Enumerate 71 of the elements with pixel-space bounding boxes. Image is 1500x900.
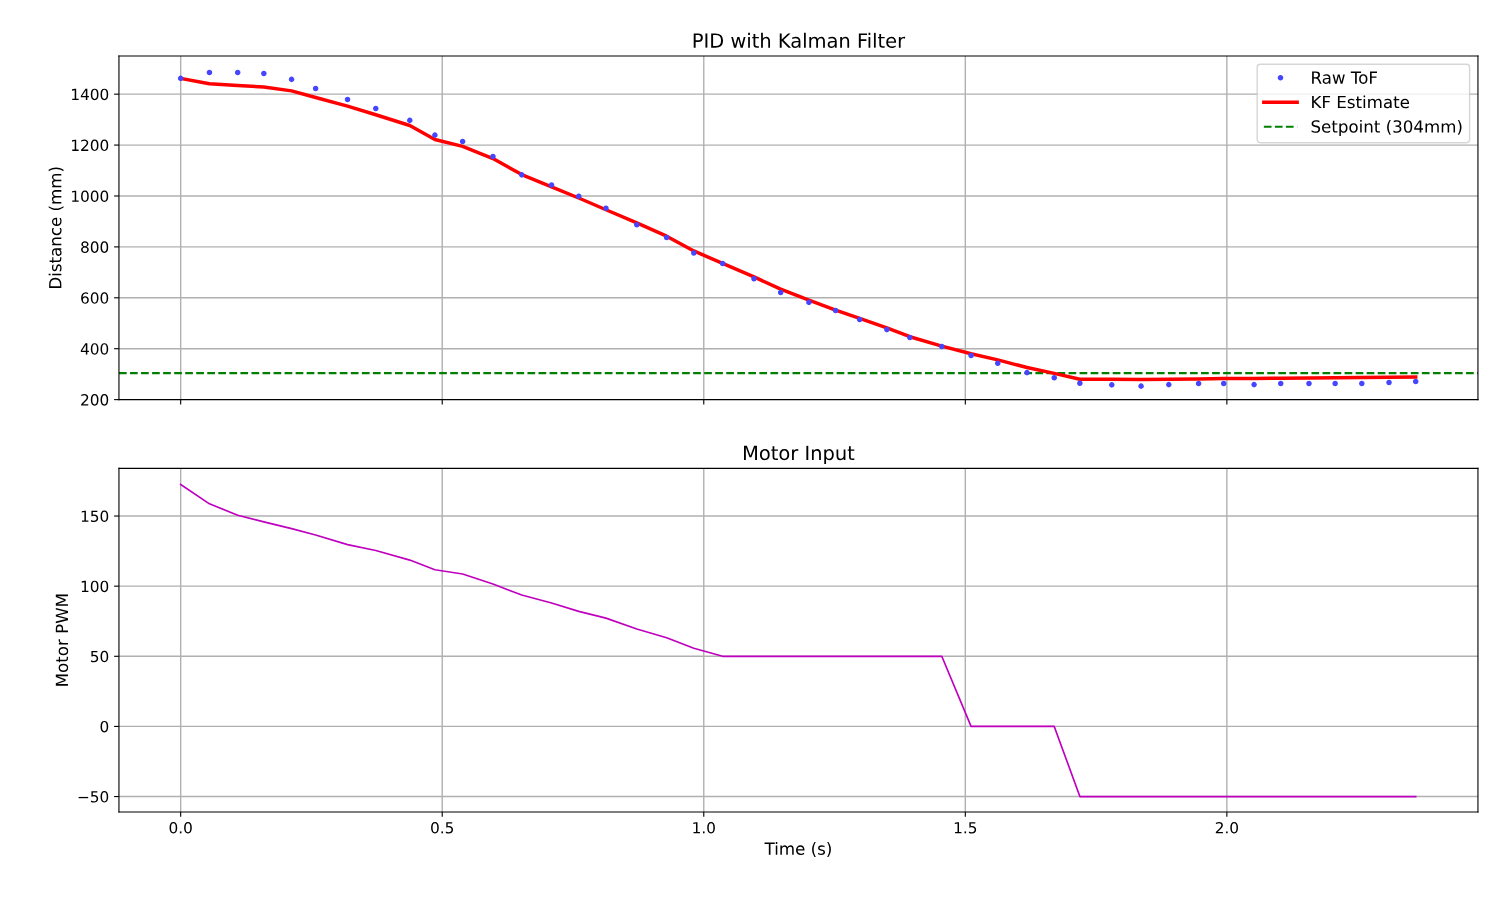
x-tick-label: 1.0	[693, 821, 715, 834]
y-tick-label: 150	[81, 510, 109, 523]
point	[1412, 378, 1419, 385]
legend-label: Raw ToF	[1312, 71, 1377, 84]
point	[177, 75, 184, 82]
point	[751, 275, 757, 282]
point	[1277, 380, 1284, 387]
y-tick-label: 0	[100, 720, 109, 733]
y-tick-label: −50	[78, 791, 109, 803]
x-tick-label: 0.5	[431, 821, 454, 834]
y-tick-label: 400	[80, 343, 109, 355]
point	[968, 352, 974, 359]
point	[938, 343, 945, 350]
point	[312, 85, 319, 92]
point	[1359, 380, 1365, 387]
point	[691, 250, 697, 256]
point	[206, 69, 213, 76]
point	[344, 96, 351, 103]
point	[806, 299, 812, 306]
x-tick-label: 1.5	[954, 822, 977, 834]
y-axis-title: Motor PWM	[55, 594, 69, 686]
point	[288, 76, 295, 83]
point	[634, 221, 640, 228]
y-tick-label: 1400	[72, 88, 109, 101]
point	[407, 117, 413, 124]
y-tick-label: 200	[81, 394, 109, 406]
point	[1051, 374, 1058, 381]
point	[234, 69, 241, 76]
point	[575, 193, 582, 200]
y-tick-label: 800	[81, 241, 109, 253]
x-tick-label: 0.0	[169, 821, 192, 834]
point	[1220, 380, 1227, 387]
point	[373, 105, 379, 112]
y-tick-label: 600	[81, 292, 109, 304]
point	[459, 138, 466, 145]
point	[884, 326, 890, 333]
x-tick-label: 2.0	[1215, 821, 1238, 834]
chart-title: PID with Kalman Filter	[693, 32, 906, 48]
point	[1332, 380, 1338, 387]
point	[832, 307, 839, 314]
point	[1077, 380, 1083, 387]
legend-label: Setpoint (304mm)	[1311, 119, 1462, 137]
y-tick-label: 1200	[72, 139, 109, 152]
point	[1138, 383, 1144, 389]
point	[1195, 380, 1202, 387]
point	[518, 172, 525, 178]
y-tick-label: 100	[81, 580, 109, 593]
point	[432, 132, 438, 138]
y-tick-label: 50	[90, 650, 109, 663]
point	[1024, 369, 1030, 376]
point	[1166, 381, 1172, 388]
y-tick-label: 1000	[72, 190, 109, 202]
line-series	[179, 483, 1417, 798]
point	[1251, 381, 1257, 388]
point	[994, 360, 1001, 366]
point	[261, 70, 267, 77]
point	[663, 234, 670, 241]
point	[1386, 379, 1392, 386]
point	[777, 289, 784, 296]
point	[719, 260, 726, 267]
point	[490, 153, 496, 160]
point	[603, 205, 609, 211]
legend-label: KF Estimate	[1312, 95, 1410, 109]
point	[548, 182, 555, 188]
point	[856, 316, 863, 323]
chart-title: Motor Input	[744, 445, 855, 465]
y-axis-title: Distance (mm)	[48, 167, 64, 288]
x-axis-title: Time (s)	[764, 842, 831, 857]
point	[907, 334, 913, 341]
point	[1109, 382, 1115, 388]
point	[1306, 380, 1312, 387]
